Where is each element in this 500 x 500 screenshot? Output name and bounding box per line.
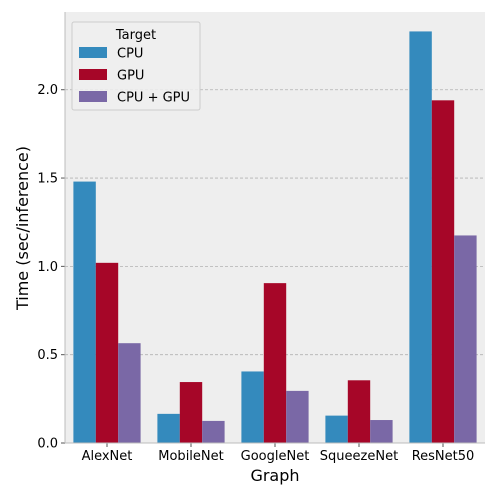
legend-swatch [79, 69, 107, 80]
y-tick-label: 1.0 [37, 260, 58, 275]
y-tick-label: 2.0 [37, 83, 58, 98]
bar-alexnet-cpu-gpu [118, 343, 141, 443]
bar-alexnet-cpu [73, 181, 96, 443]
x-axis-label: Graph [250, 466, 299, 485]
bar-mobilenet-cpu-gpu [202, 420, 225, 443]
bars [73, 31, 477, 443]
legend-label: CPU + GPU [117, 91, 190, 106]
bar-squeezenet-cpu-gpu [370, 420, 393, 443]
x-tick-label: GoogleNet [241, 449, 310, 464]
x-tick-label: SqueezeNet [320, 449, 398, 464]
legend-label: GPU [117, 69, 144, 84]
bar-resnet50-cpu-gpu [454, 235, 477, 443]
bar-mobilenet-gpu [179, 382, 203, 443]
legend-swatch [79, 91, 107, 102]
bar-googlenet-gpu [263, 283, 287, 443]
legend-swatch [79, 47, 107, 58]
y-tick-label: 1.5 [37, 172, 58, 187]
bar-squeezenet-cpu [325, 415, 348, 443]
legend-title: Target [115, 28, 156, 43]
legend-label: CPU [117, 47, 143, 62]
x-axis-ticks: AlexNet MobileNet GoogleNet SqueezeNet ResNe… [82, 443, 475, 464]
x-tick-label: AlexNet [82, 449, 133, 464]
y-axis-ticks: 0.0 0.5 1.0 1.5 2.0 [37, 83, 65, 452]
bar-resnet50-cpu [409, 31, 432, 443]
x-tick-label: MobileNet [158, 449, 223, 464]
bar-mobilenet-cpu [157, 413, 180, 443]
bar-googlenet-cpu-gpu [286, 390, 309, 443]
bar-squeezenet-gpu [347, 380, 371, 443]
y-tick-label: 0.5 [37, 348, 58, 363]
y-tick-label: 0.0 [37, 437, 58, 452]
bar-alexnet-gpu [95, 262, 119, 443]
legend: Target CPU GPU CPU + GPU [71, 21, 201, 111]
bar-resnet50-gpu [431, 100, 455, 443]
y-axis-label: Time (sec/inference) [13, 146, 32, 311]
bar-googlenet-cpu [241, 371, 264, 443]
x-tick-label: ResNet50 [412, 449, 475, 464]
legend-frame [71, 21, 201, 111]
